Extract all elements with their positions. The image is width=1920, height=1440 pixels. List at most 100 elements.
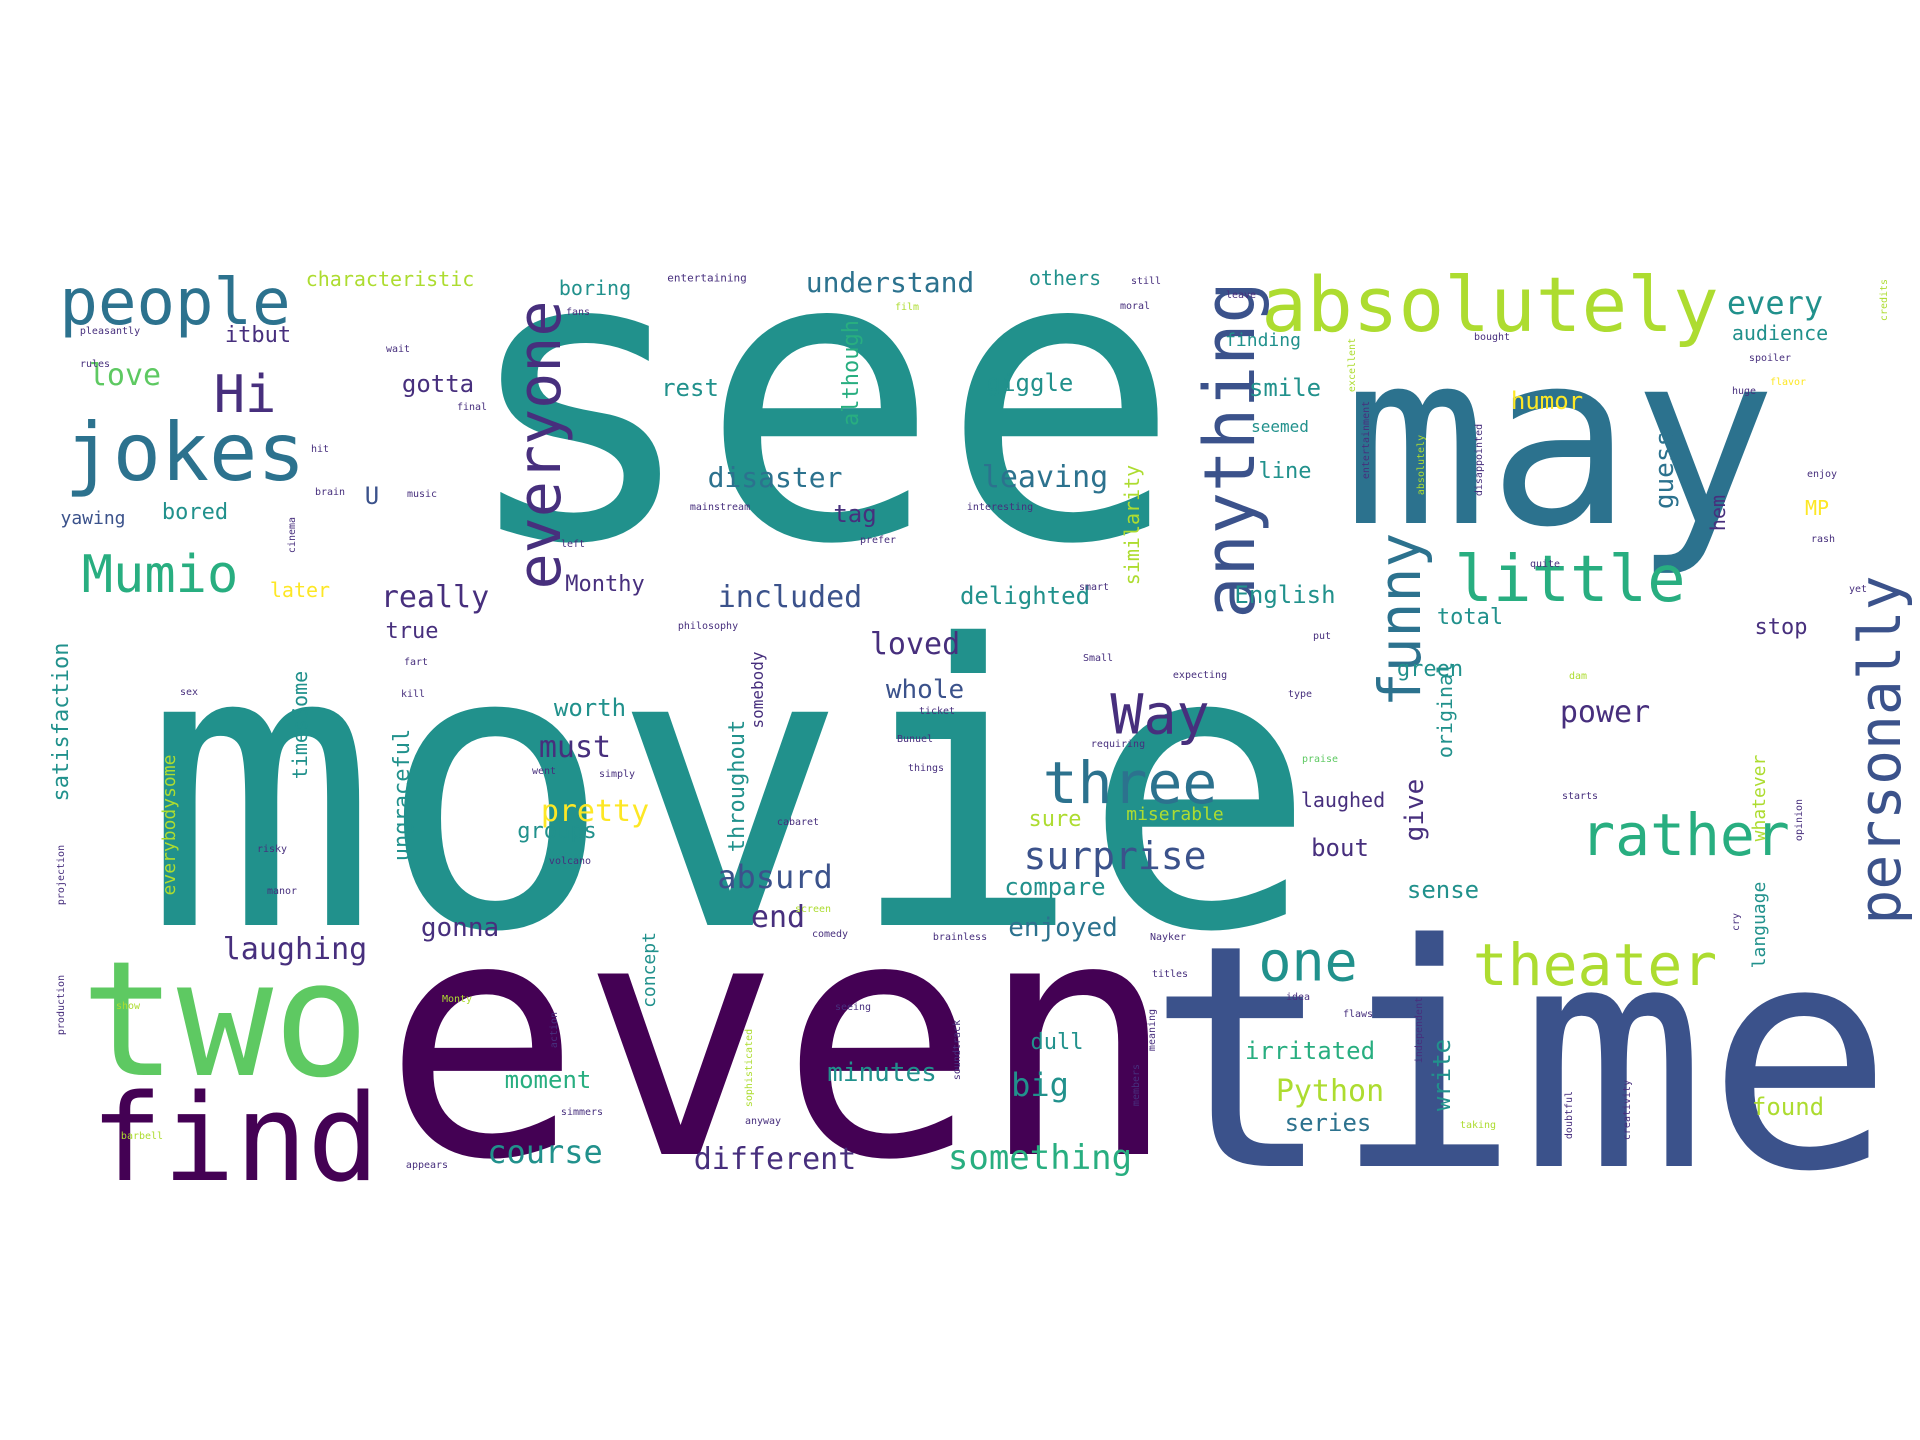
word-rash: rash bbox=[1810, 534, 1836, 545]
word-sure: sure bbox=[1028, 807, 1082, 832]
word-mp: MP bbox=[1804, 496, 1830, 520]
word-philosophy: philosophy bbox=[677, 621, 739, 632]
word-soundtrack: soundtrack bbox=[952, 1019, 963, 1081]
word-really: really bbox=[380, 580, 490, 615]
word-time: time bbox=[1146, 879, 1894, 1240]
word-love: love bbox=[88, 358, 162, 393]
word-requiring: requiring bbox=[1090, 739, 1146, 750]
word-show: show bbox=[115, 1001, 141, 1012]
word-spoiler: spoiler bbox=[1748, 353, 1792, 364]
word-see: see bbox=[458, 167, 1182, 632]
word-brain: brain bbox=[314, 487, 346, 498]
word-flavor: flavor bbox=[1769, 377, 1807, 388]
word-simply: simply bbox=[598, 769, 636, 780]
word-tag: tag bbox=[833, 500, 877, 528]
word-little: little bbox=[1454, 543, 1686, 617]
word-bought: bought bbox=[1473, 332, 1511, 343]
word-smart: smart bbox=[1078, 582, 1110, 593]
word-sense: sense bbox=[1406, 876, 1480, 904]
word-rather: rather bbox=[1580, 801, 1790, 869]
word-ticket: ticket bbox=[918, 706, 956, 717]
word-monthy: Monthy bbox=[565, 572, 645, 597]
word-manor: manor bbox=[266, 886, 298, 897]
word-jokes: jokes bbox=[64, 406, 306, 499]
word-ungraceful: ungraceful bbox=[390, 728, 415, 862]
word-laughed: laughed bbox=[1300, 788, 1386, 812]
word-hem: hem bbox=[1706, 494, 1730, 532]
word-laughing: laughing bbox=[222, 932, 368, 967]
word-others: others bbox=[1028, 266, 1102, 290]
word-put: put bbox=[1312, 631, 1332, 642]
word-absurd: absurd bbox=[717, 858, 833, 896]
word-cry: cry bbox=[1731, 912, 1742, 932]
word-delighted: delighted bbox=[959, 582, 1091, 610]
word-every: every bbox=[1726, 284, 1824, 322]
word-entertaining: entertaining bbox=[667, 271, 747, 285]
word-irritated: irritated bbox=[1244, 1037, 1376, 1065]
word-taking: taking bbox=[1459, 1120, 1497, 1131]
word-three: three bbox=[1042, 749, 1218, 817]
word-yawing: yawing bbox=[60, 508, 126, 529]
word-prefer: prefer bbox=[859, 535, 897, 546]
word-entertainment: entertainment bbox=[1361, 400, 1372, 480]
word-may: may bbox=[1343, 300, 1777, 580]
word-u: U bbox=[364, 482, 380, 510]
word-two: two bbox=[80, 926, 370, 1113]
word-find: find bbox=[90, 1070, 380, 1209]
word-later: later bbox=[269, 578, 331, 602]
word-final: final bbox=[456, 402, 488, 413]
word-gonna: gonna bbox=[420, 913, 500, 943]
word-flaws: flaws bbox=[1342, 1009, 1374, 1020]
word-pretty: pretty bbox=[540, 794, 650, 829]
word-rules: rules bbox=[79, 359, 111, 370]
word-disaster: disaster bbox=[707, 461, 843, 494]
word-opinion: opinion bbox=[1794, 798, 1805, 842]
word-titles: titles bbox=[1151, 969, 1189, 980]
word-language: language bbox=[1749, 881, 1770, 969]
word-giggle: giggle bbox=[986, 369, 1074, 397]
word-hit: hit bbox=[310, 444, 330, 455]
word-big: big bbox=[1011, 1066, 1069, 1104]
word-left: left bbox=[560, 539, 586, 550]
word-excellent: excellent bbox=[1347, 337, 1358, 393]
word-dam: dam bbox=[1568, 671, 1588, 682]
word-doubtful: doubtful bbox=[1564, 1090, 1575, 1140]
word-true: true bbox=[385, 619, 439, 644]
word-worth: worth bbox=[553, 694, 627, 722]
word-somebody: somebody bbox=[748, 651, 767, 729]
word-movie: movie bbox=[143, 563, 1317, 1017]
word-comedy: comedy bbox=[811, 929, 849, 940]
word-although: although bbox=[839, 320, 864, 426]
word-power: power bbox=[1559, 695, 1651, 730]
word-praise: praise bbox=[1301, 754, 1339, 765]
word-gotta: gotta bbox=[401, 370, 475, 398]
word-anyway: anyway bbox=[744, 1116, 782, 1127]
word-theater: theater bbox=[1472, 931, 1718, 999]
word-things: things bbox=[907, 763, 945, 774]
word-throughout: throughout bbox=[725, 719, 750, 853]
word-people: people bbox=[59, 266, 291, 340]
word-course: course bbox=[487, 1133, 603, 1171]
word-even: even bbox=[382, 848, 1178, 1232]
word-seemed: seemed bbox=[1251, 417, 1309, 436]
word-type: type bbox=[1287, 689, 1313, 700]
word-smile: smile bbox=[1248, 374, 1322, 402]
word-mainstream: mainstream bbox=[689, 502, 751, 513]
word-appears: appears bbox=[405, 1160, 449, 1171]
word-guess: guess bbox=[1650, 430, 1680, 510]
word-whole: whole bbox=[885, 675, 965, 705]
word-meaning: meaning bbox=[1147, 1008, 1158, 1052]
word-boring: boring bbox=[558, 276, 632, 300]
word-line: line bbox=[1258, 459, 1312, 484]
word-one: one bbox=[1258, 929, 1358, 994]
word-film: film bbox=[894, 302, 920, 313]
word-give: give bbox=[1400, 778, 1430, 842]
word-cinema: cinema bbox=[287, 516, 298, 554]
word-enjoy: enjoy bbox=[1806, 469, 1838, 480]
word-leave: leave bbox=[1225, 290, 1257, 301]
word-leaving: leaving bbox=[981, 460, 1109, 495]
word-kill: kill bbox=[400, 689, 426, 700]
word-loved: loved bbox=[869, 627, 961, 662]
word-audience: audience bbox=[1731, 321, 1829, 345]
